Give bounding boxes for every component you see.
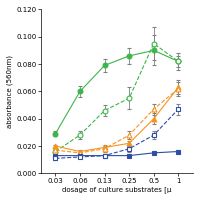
Y-axis label: absorbance (560nm): absorbance (560nm)	[7, 55, 13, 128]
X-axis label: dosage of culture substrates [μ: dosage of culture substrates [μ	[62, 186, 172, 193]
